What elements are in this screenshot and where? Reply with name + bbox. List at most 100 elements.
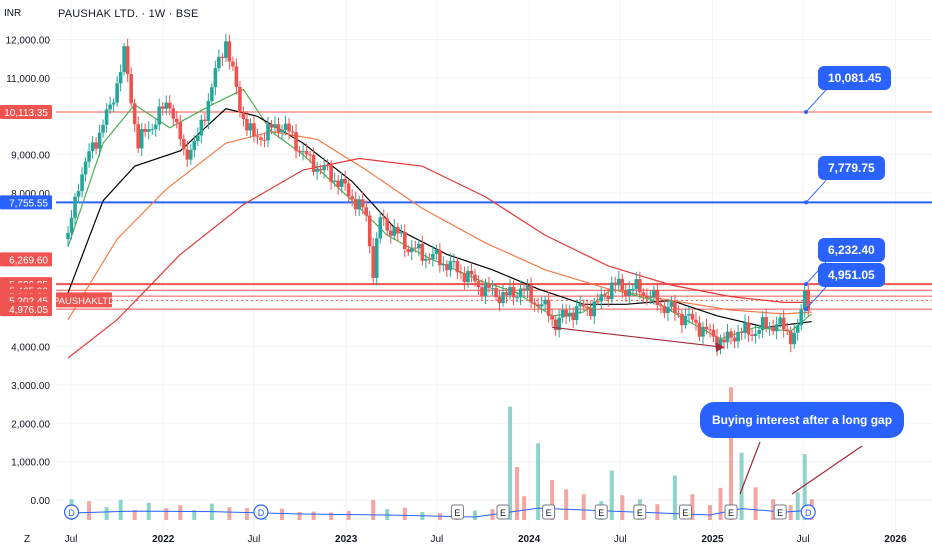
price-level-tag-bg bbox=[0, 252, 52, 267]
candle-body bbox=[504, 292, 509, 296]
price-target-callout[interactable]: 7,779.75 bbox=[818, 156, 885, 181]
candle-body bbox=[153, 124, 158, 130]
event-marker-label: E bbox=[728, 508, 734, 518]
volume-bar bbox=[802, 454, 807, 520]
moving-average-line bbox=[67, 107, 812, 328]
candle-body bbox=[273, 124, 277, 128]
candle-body bbox=[136, 124, 140, 149]
event-marker-label: D bbox=[68, 508, 75, 518]
candle-body bbox=[69, 217, 74, 233]
candle-body bbox=[490, 288, 495, 290]
candle-body bbox=[557, 317, 561, 331]
candle-body bbox=[645, 296, 649, 299]
candle-body bbox=[66, 232, 70, 240]
candle-body bbox=[178, 122, 183, 140]
annotation-note[interactable]: Buying interest after a long gap bbox=[700, 402, 905, 438]
candle-body bbox=[252, 123, 256, 137]
earnings-marker bbox=[724, 504, 738, 520]
candle-body bbox=[466, 270, 470, 283]
y-axis-tick-label: 2,000.00 bbox=[11, 419, 50, 430]
candle-body bbox=[616, 278, 621, 286]
candle-body bbox=[567, 312, 572, 317]
price-level-tag-bg bbox=[0, 302, 52, 317]
candle-body bbox=[157, 106, 162, 125]
candle-body bbox=[683, 315, 688, 326]
dividend-marker bbox=[253, 504, 269, 520]
candle-body bbox=[585, 306, 590, 308]
volume-bar bbox=[329, 512, 334, 520]
candle-body bbox=[357, 199, 361, 210]
volume-bar bbox=[795, 492, 800, 520]
earnings-marker bbox=[773, 504, 787, 520]
price-target-callout[interactable]: 10,081.45 bbox=[818, 65, 892, 90]
candle-body bbox=[729, 331, 733, 338]
candle-body bbox=[659, 305, 663, 307]
volume-bar bbox=[104, 507, 109, 520]
volume-bar bbox=[164, 508, 169, 520]
event-marker-label: E bbox=[500, 508, 506, 518]
candle-body bbox=[115, 83, 119, 103]
event-marker-label: E bbox=[598, 508, 604, 518]
candle-body bbox=[367, 215, 372, 247]
candle-body bbox=[150, 129, 155, 131]
y-axis-tick-label: 3,000.00 bbox=[11, 381, 50, 392]
volume-bar bbox=[550, 479, 555, 520]
candle-body bbox=[722, 339, 726, 343]
candle-body bbox=[795, 325, 800, 333]
candle-body bbox=[406, 249, 411, 253]
price-target-callout[interactable]: 6,232.40 bbox=[818, 238, 885, 263]
candle-body bbox=[631, 288, 635, 290]
candle-body bbox=[245, 118, 249, 131]
x-axis-tick-label: Jul bbox=[797, 534, 810, 545]
candle-body bbox=[676, 312, 681, 314]
candle-body bbox=[308, 154, 312, 156]
candle-body bbox=[448, 261, 453, 271]
candle-body bbox=[673, 301, 677, 313]
candle-body bbox=[371, 246, 376, 278]
candle-body bbox=[718, 339, 723, 349]
candle-body bbox=[771, 326, 775, 332]
earnings-marker bbox=[542, 504, 556, 520]
candle-body bbox=[410, 247, 414, 253]
candle-body bbox=[483, 283, 488, 297]
candle-body bbox=[750, 334, 754, 336]
volume-bar bbox=[690, 494, 695, 520]
currency-label: INR bbox=[4, 8, 22, 19]
candle-body bbox=[297, 150, 302, 153]
candle-body bbox=[203, 119, 207, 122]
candle-body bbox=[802, 290, 807, 310]
volume-bar bbox=[771, 499, 776, 520]
candle-body bbox=[588, 307, 593, 317]
volume-bar bbox=[87, 501, 92, 520]
candle-body bbox=[606, 296, 611, 300]
candle-body bbox=[388, 230, 393, 236]
candle-body bbox=[287, 123, 291, 132]
candle-body bbox=[174, 118, 179, 123]
candle-body bbox=[666, 306, 670, 314]
candle-body bbox=[231, 61, 235, 67]
volume-bar bbox=[118, 499, 123, 520]
price-level-tag: 4,976.05 bbox=[9, 305, 48, 316]
callout-connector bbox=[805, 286, 827, 310]
event-marker-label: E bbox=[454, 508, 460, 518]
candle-body bbox=[434, 249, 439, 254]
candle-body bbox=[111, 102, 116, 105]
candle-body bbox=[785, 329, 789, 332]
candle-body bbox=[746, 322, 751, 335]
candle-body bbox=[806, 290, 811, 311]
volume-bar bbox=[753, 487, 758, 520]
candle-body bbox=[199, 119, 204, 136]
price-level-tag: 7,755.55 bbox=[9, 198, 48, 209]
candle-body bbox=[697, 322, 702, 337]
candle-body bbox=[599, 294, 604, 302]
candle-body bbox=[318, 168, 323, 171]
candle-body bbox=[455, 260, 460, 273]
volume-bar bbox=[536, 443, 541, 520]
candle-body bbox=[101, 124, 105, 133]
volume-bar bbox=[581, 494, 586, 520]
x-axis-tick-label: Jul bbox=[248, 534, 261, 545]
volume-bar bbox=[508, 406, 513, 520]
price-target-callout[interactable]: 4,951.05 bbox=[818, 263, 885, 288]
